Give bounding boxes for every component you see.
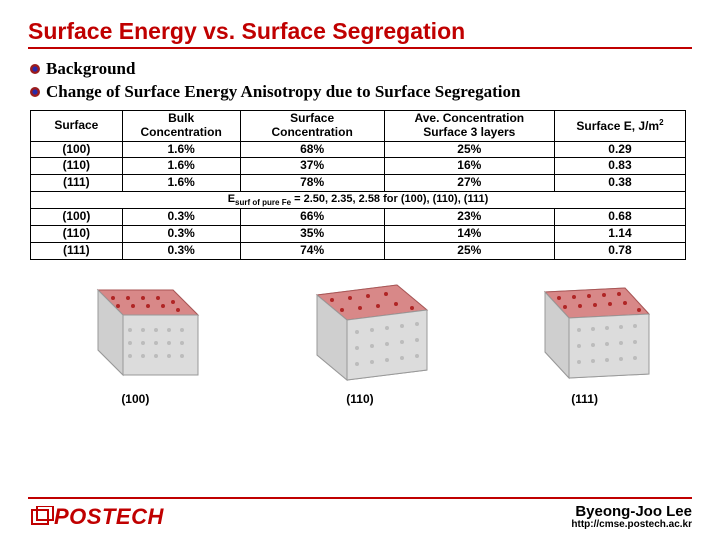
author-name: Byeong-Joo Lee xyxy=(571,503,692,520)
bullet-change: Change of Surface Energy Anisotropy due … xyxy=(30,82,692,102)
sim-111: (111) xyxy=(507,270,662,406)
sim-image-111 xyxy=(507,270,662,390)
footer: POSTECH Byeong-Joo Lee http://cmse.poste… xyxy=(28,497,692,530)
table-header-row: Surface BulkConcentration SurfaceConcent… xyxy=(31,111,686,142)
sim-label: (111) xyxy=(571,392,598,406)
table-row: (100)0.3%66%23%0.68 xyxy=(31,209,686,226)
bullet-icon xyxy=(30,87,40,97)
table-row: (110)0.3%35%14%1.14 xyxy=(31,226,686,243)
author-url: http://cmse.postech.ac.kr xyxy=(571,520,692,530)
bullet-background: Background xyxy=(30,59,692,79)
bullet-icon xyxy=(30,64,40,74)
th-bulk: BulkConcentration xyxy=(122,111,240,142)
postech-logo: POSTECH xyxy=(28,504,164,530)
bullet-text: Background xyxy=(46,59,135,79)
mid-caption-row: Esurf of pure Fe = 2.50, 2.35, 2.58 for … xyxy=(31,191,686,208)
th-surfe: Surface E, J/m2 xyxy=(554,111,685,142)
sim-image-110 xyxy=(282,270,437,390)
sim-110: (110) xyxy=(282,270,437,406)
logo-icon xyxy=(28,506,54,528)
sim-label: (110) xyxy=(346,392,373,406)
sim-image-100 xyxy=(58,270,213,390)
sim-100: (100) xyxy=(58,270,213,406)
data-table: Surface BulkConcentration SurfaceConcent… xyxy=(30,110,686,260)
bullet-text: Change of Surface Energy Anisotropy due … xyxy=(46,82,520,102)
simulation-images: (100) (110) xyxy=(28,270,692,406)
table-row: (111)0.3%74%25%0.78 xyxy=(31,242,686,259)
footer-divider xyxy=(28,497,692,499)
table-row: (111)1.6%78%27%0.38 xyxy=(31,175,686,192)
table-row: (100)1.6%68%25%0.29 xyxy=(31,141,686,158)
th-surfconc: SurfaceConcentration xyxy=(240,111,384,142)
sim-label: (100) xyxy=(121,392,149,406)
logo-text: POSTECH xyxy=(54,504,164,530)
author-block: Byeong-Joo Lee http://cmse.postech.ac.kr xyxy=(571,503,692,530)
slide-title: Surface Energy vs. Surface Segregation xyxy=(28,18,692,49)
th-avgconc: Ave. ConcentrationSurface 3 layers xyxy=(384,111,554,142)
table-row: (110)1.6%37%16%0.83 xyxy=(31,158,686,175)
th-surface: Surface xyxy=(31,111,123,142)
